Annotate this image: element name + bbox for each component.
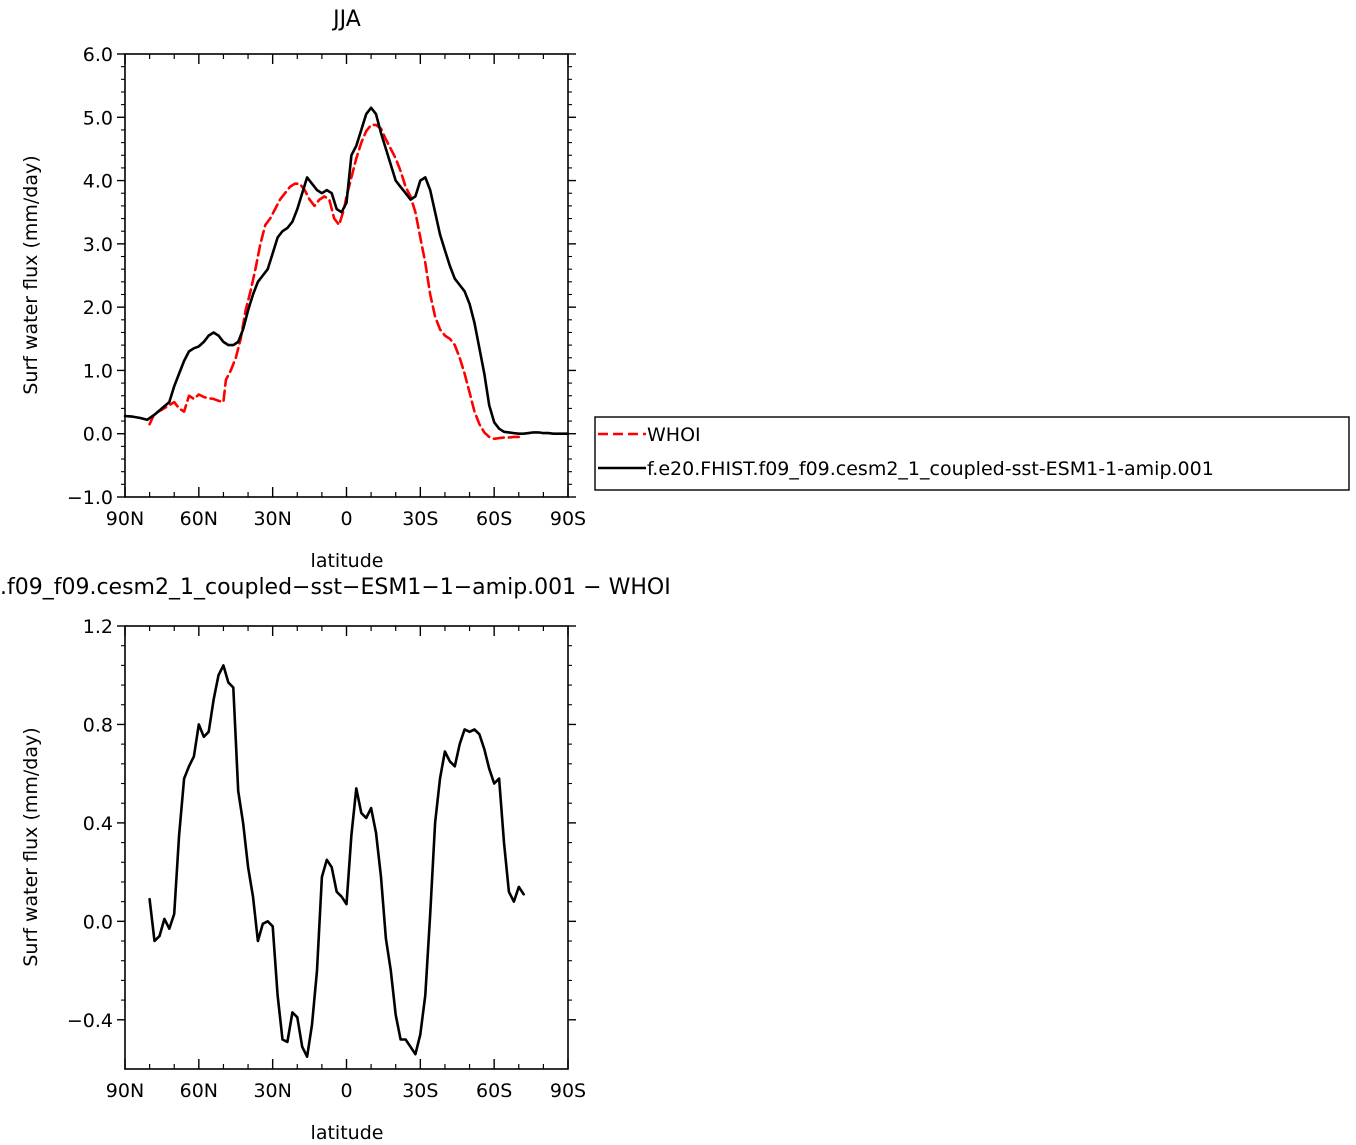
top-x-tick-label: 60N [180, 508, 218, 530]
top-panel-jja: JJA 90N 60N 30N 0 30S 60S 90S −1.0 0.0 1.0 2.0 3.0 4… [20, 7, 586, 572]
top-y-tick-label: 4.0 [83, 171, 113, 193]
top-x-tick-label: 90S [550, 508, 586, 530]
legend-label-whoi: WHOI [647, 424, 701, 446]
bottom-y-tick-label: 1.2 [83, 616, 113, 638]
bottom-series-line-0 [148, 664, 526, 1058]
bottom-y-tick-label: 0.8 [83, 714, 113, 736]
top-y-tick-label: −1.0 [67, 487, 113, 509]
bottom-y-tick-label: −0.4 [67, 1010, 113, 1032]
bottom-panel-series-group [148, 664, 526, 1058]
legend: WHOI f.e20.FHIST.f09_f09.cesm2_1_coupled… [594, 416, 1350, 491]
top-y-tick-label: 6.0 [83, 44, 113, 66]
top-x-tick-label: 30N [253, 508, 291, 530]
bottom-panel-title: .f09_f09.cesm2_1_coupled−sst−ESM1−1−amip… [0, 575, 671, 600]
top-y-tick-label: 1.0 [83, 360, 113, 382]
bottom-x-tick-label: 90S [550, 1080, 586, 1102]
top-x-tick-label: 0 [340, 508, 352, 530]
top-y-tick-label: 2.0 [83, 297, 113, 319]
top-panel-ticks-group: 90N 60N 30N 0 30S 60S 90S −1.0 0.0 1.0 2.0 3.0 4.0 5.… [67, 44, 586, 530]
bottom-panel-ticks-group: 90N 60N 30N 0 30S 60S 90S −0.4 0.0 0.4 0.8 1.2 [67, 616, 586, 1102]
bottom-panel-plot-frame [124, 625, 569, 1070]
top-y-tick-label: 3.0 [83, 234, 113, 256]
top-panel-series-group [123, 106, 570, 441]
top-series-line-0 [148, 123, 526, 441]
top-series-line-1 [123, 106, 570, 436]
bottom-y-tick-label: 0.0 [83, 911, 113, 933]
top-y-tick-label: 0.0 [83, 424, 113, 446]
bottom-x-tick-label: 30N [253, 1080, 291, 1102]
top-panel-x-axis-label: latitude [311, 550, 384, 572]
bottom-y-tick-label: 0.4 [83, 813, 113, 835]
bottom-x-tick-label: 60S [476, 1080, 512, 1102]
bottom-x-tick-label: 60N [180, 1080, 218, 1102]
bottom-panel-x-axis-label: latitude [311, 1122, 384, 1144]
legend-label-model: f.e20.FHIST.f09_f09.cesm2_1_coupled-sst-… [647, 458, 1214, 480]
top-y-tick-label: 5.0 [83, 107, 113, 129]
bottom-panel-difference: .f09_f09.cesm2_1_coupled−sst−ESM1−1−amip… [0, 575, 671, 1144]
bottom-x-tick-label: 0 [340, 1080, 352, 1102]
top-x-tick-label: 90N [106, 508, 144, 530]
bottom-x-tick-label: 90N [106, 1080, 144, 1102]
bottom-x-tick-label: 30S [402, 1080, 438, 1102]
top-panel-y-axis-label: Surf water flux (mm/day) [20, 155, 42, 394]
legend-box [594, 416, 1350, 491]
bottom-panel-y-axis-label: Surf water flux (mm/day) [20, 727, 42, 966]
top-x-tick-label: 60S [476, 508, 512, 530]
top-panel-title: JJA [331, 7, 361, 32]
top-x-tick-label: 30S [402, 508, 438, 530]
